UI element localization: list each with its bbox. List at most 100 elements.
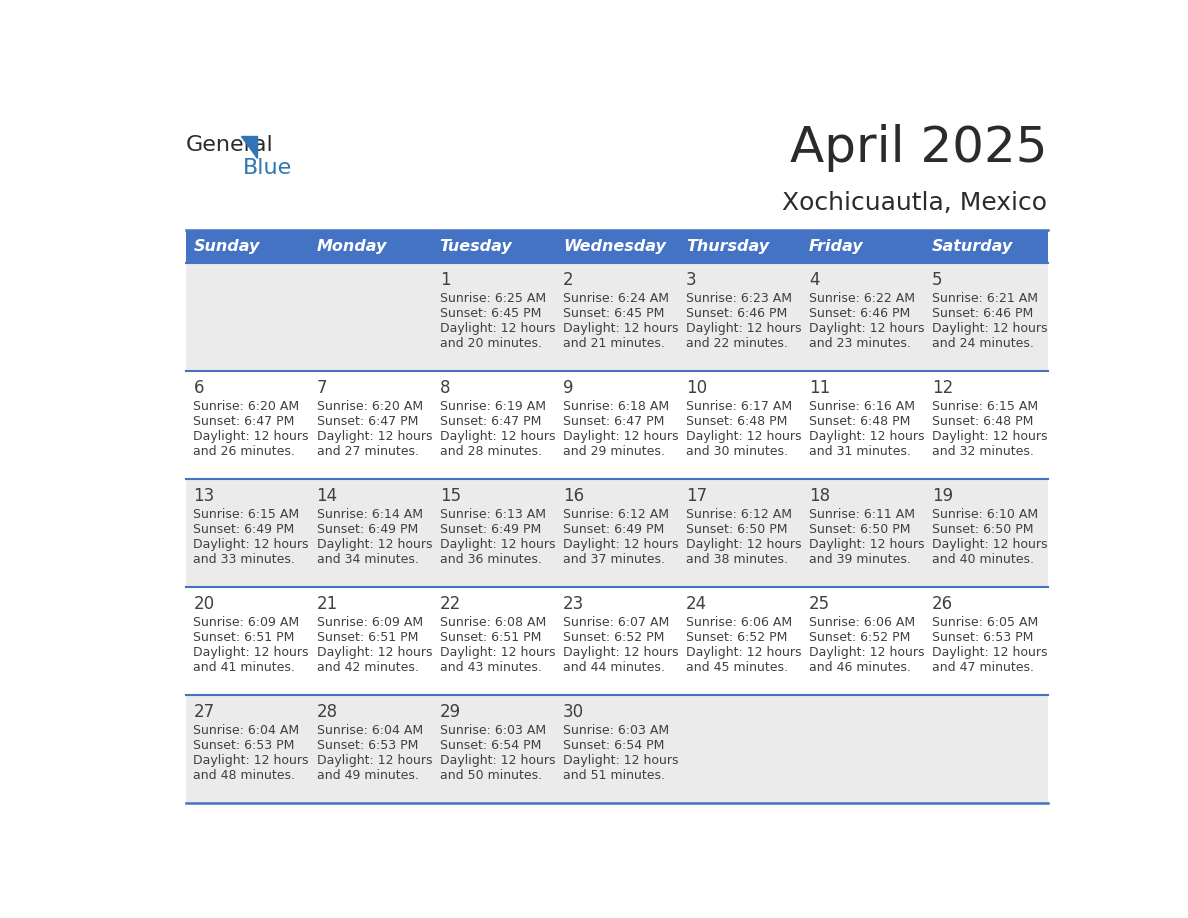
Text: and 47 minutes.: and 47 minutes.: [933, 661, 1034, 674]
Text: 29: 29: [440, 703, 461, 721]
Text: Friday: Friday: [809, 239, 864, 254]
Text: Sunset: 6:50 PM: Sunset: 6:50 PM: [809, 523, 910, 536]
Text: 26: 26: [933, 595, 953, 613]
Text: Sunrise: 6:05 AM: Sunrise: 6:05 AM: [933, 616, 1038, 629]
Bar: [924, 479, 1048, 588]
Text: Sunrise: 6:24 AM: Sunrise: 6:24 AM: [563, 292, 669, 305]
Text: General: General: [185, 135, 273, 155]
Text: Sunset: 6:52 PM: Sunset: 6:52 PM: [685, 631, 788, 644]
Text: 6: 6: [194, 379, 204, 397]
Text: Daylight: 12 hours: Daylight: 12 hours: [685, 645, 802, 659]
Text: Sunset: 6:51 PM: Sunset: 6:51 PM: [316, 631, 418, 644]
Text: Sunset: 6:45 PM: Sunset: 6:45 PM: [563, 307, 664, 319]
Bar: [678, 695, 801, 803]
Text: Daylight: 12 hours: Daylight: 12 hours: [440, 430, 555, 442]
Bar: [309, 695, 432, 803]
Text: Sunset: 6:47 PM: Sunset: 6:47 PM: [440, 415, 541, 428]
Text: and 20 minutes.: and 20 minutes.: [440, 337, 542, 350]
Bar: [678, 479, 801, 588]
Text: 28: 28: [316, 703, 337, 721]
Text: and 42 minutes.: and 42 minutes.: [316, 661, 418, 674]
Text: Xochicuautla, Mexico: Xochicuautla, Mexico: [783, 191, 1048, 215]
Bar: [678, 263, 801, 372]
Text: and 24 minutes.: and 24 minutes.: [933, 337, 1034, 350]
Text: Daylight: 12 hours: Daylight: 12 hours: [685, 538, 802, 551]
Text: and 44 minutes.: and 44 minutes.: [563, 661, 664, 674]
Text: Daylight: 12 hours: Daylight: 12 hours: [194, 754, 309, 767]
Text: Daylight: 12 hours: Daylight: 12 hours: [809, 322, 924, 335]
Text: and 45 minutes.: and 45 minutes.: [685, 661, 788, 674]
Text: and 32 minutes.: and 32 minutes.: [933, 445, 1034, 458]
Text: and 30 minutes.: and 30 minutes.: [685, 445, 788, 458]
Text: and 21 minutes.: and 21 minutes.: [563, 337, 664, 350]
Text: Sunrise: 6:15 AM: Sunrise: 6:15 AM: [933, 400, 1038, 413]
Text: Sunset: 6:53 PM: Sunset: 6:53 PM: [316, 739, 418, 752]
Text: Sunday: Sunday: [194, 239, 260, 254]
Text: Sunrise: 6:12 AM: Sunrise: 6:12 AM: [563, 508, 669, 521]
Text: and 27 minutes.: and 27 minutes.: [316, 445, 418, 458]
Text: and 33 minutes.: and 33 minutes.: [194, 553, 296, 565]
Bar: [432, 695, 555, 803]
Text: 14: 14: [316, 487, 337, 505]
Bar: [555, 372, 678, 479]
Bar: [432, 372, 555, 479]
Text: Sunset: 6:53 PM: Sunset: 6:53 PM: [194, 739, 295, 752]
Text: Sunrise: 6:12 AM: Sunrise: 6:12 AM: [685, 508, 792, 521]
Text: 4: 4: [809, 271, 820, 289]
Bar: [432, 588, 555, 695]
Text: Sunrise: 6:08 AM: Sunrise: 6:08 AM: [440, 616, 546, 629]
Text: Sunset: 6:47 PM: Sunset: 6:47 PM: [563, 415, 664, 428]
Text: Sunrise: 6:09 AM: Sunrise: 6:09 AM: [316, 616, 423, 629]
Bar: [801, 263, 924, 372]
Text: Monday: Monday: [316, 239, 387, 254]
Text: and 50 minutes.: and 50 minutes.: [440, 768, 542, 782]
Text: 25: 25: [809, 595, 830, 613]
Text: and 48 minutes.: and 48 minutes.: [194, 768, 296, 782]
Text: Daylight: 12 hours: Daylight: 12 hours: [933, 645, 1048, 659]
Text: Sunrise: 6:07 AM: Sunrise: 6:07 AM: [563, 616, 669, 629]
Text: Daylight: 12 hours: Daylight: 12 hours: [316, 430, 432, 442]
Bar: [678, 230, 801, 263]
Text: and 40 minutes.: and 40 minutes.: [933, 553, 1034, 565]
Text: Daylight: 12 hours: Daylight: 12 hours: [563, 430, 678, 442]
Polygon shape: [241, 137, 257, 158]
Text: and 28 minutes.: and 28 minutes.: [440, 445, 542, 458]
Text: Daylight: 12 hours: Daylight: 12 hours: [194, 538, 309, 551]
Bar: [185, 479, 309, 588]
Text: Sunset: 6:48 PM: Sunset: 6:48 PM: [685, 415, 788, 428]
Text: Sunrise: 6:03 AM: Sunrise: 6:03 AM: [440, 723, 545, 737]
Bar: [309, 372, 432, 479]
Text: Sunset: 6:54 PM: Sunset: 6:54 PM: [440, 739, 541, 752]
Text: Sunset: 6:49 PM: Sunset: 6:49 PM: [440, 523, 541, 536]
Text: Sunrise: 6:06 AM: Sunrise: 6:06 AM: [685, 616, 792, 629]
Bar: [924, 695, 1048, 803]
Text: Tuesday: Tuesday: [440, 239, 512, 254]
Text: Sunset: 6:46 PM: Sunset: 6:46 PM: [809, 307, 910, 319]
Text: Daylight: 12 hours: Daylight: 12 hours: [809, 645, 924, 659]
Text: Sunset: 6:45 PM: Sunset: 6:45 PM: [440, 307, 541, 319]
Text: and 39 minutes.: and 39 minutes.: [809, 553, 911, 565]
Bar: [309, 230, 432, 263]
Text: Wednesday: Wednesday: [563, 239, 665, 254]
Text: Sunrise: 6:09 AM: Sunrise: 6:09 AM: [194, 616, 299, 629]
Text: 23: 23: [563, 595, 584, 613]
Text: 21: 21: [316, 595, 337, 613]
Text: Sunrise: 6:17 AM: Sunrise: 6:17 AM: [685, 400, 792, 413]
Text: Daylight: 12 hours: Daylight: 12 hours: [933, 538, 1048, 551]
Text: 15: 15: [440, 487, 461, 505]
Text: 10: 10: [685, 379, 707, 397]
Text: Sunrise: 6:25 AM: Sunrise: 6:25 AM: [440, 292, 545, 305]
Text: and 41 minutes.: and 41 minutes.: [194, 661, 296, 674]
Bar: [309, 588, 432, 695]
Text: and 49 minutes.: and 49 minutes.: [316, 768, 418, 782]
Text: 3: 3: [685, 271, 696, 289]
Bar: [555, 695, 678, 803]
Text: Sunrise: 6:11 AM: Sunrise: 6:11 AM: [809, 508, 915, 521]
Text: Sunrise: 6:10 AM: Sunrise: 6:10 AM: [933, 508, 1038, 521]
Text: Daylight: 12 hours: Daylight: 12 hours: [194, 430, 309, 442]
Bar: [555, 588, 678, 695]
Text: and 29 minutes.: and 29 minutes.: [563, 445, 664, 458]
Bar: [432, 479, 555, 588]
Text: Sunrise: 6:22 AM: Sunrise: 6:22 AM: [809, 292, 915, 305]
Text: Daylight: 12 hours: Daylight: 12 hours: [440, 322, 555, 335]
